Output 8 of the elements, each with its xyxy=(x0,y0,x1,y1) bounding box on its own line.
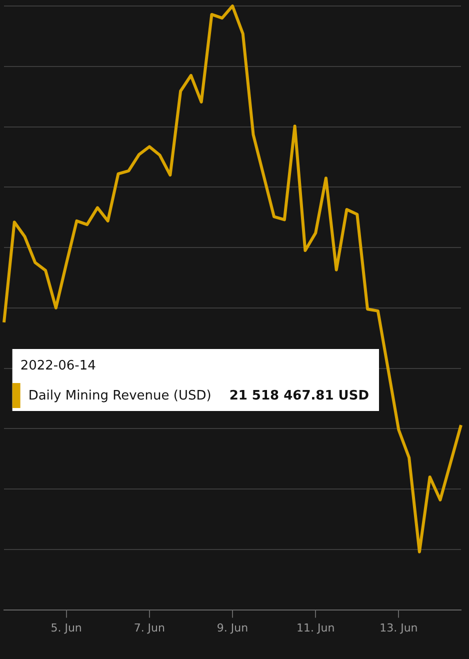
annotation: 21 518 467.81 USD xyxy=(229,388,370,404)
x-tick-label: 9. Jun xyxy=(216,621,248,634)
x-tick-label: 11. Jun xyxy=(296,621,335,634)
legend-label: Daily Mining Revenue (USD) xyxy=(28,388,212,404)
x-tick-label: 13. Jun xyxy=(380,621,418,634)
annotation: 2022-06-14 xyxy=(20,358,96,374)
x-tick-label: 5. Jun xyxy=(50,621,82,634)
x-tick-label: 7. Jun xyxy=(134,621,166,634)
